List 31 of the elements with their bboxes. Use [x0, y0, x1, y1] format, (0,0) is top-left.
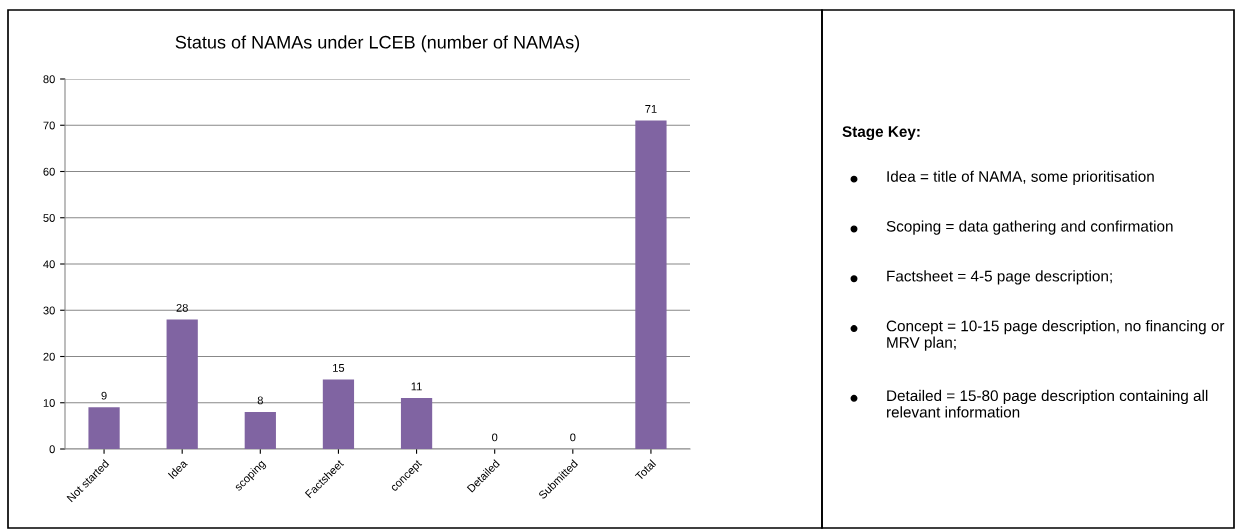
bar — [244, 412, 276, 449]
y-tick-label: 60 — [43, 167, 55, 176]
data-label: 15 — [333, 364, 345, 372]
text: Concept = 10-15 page description, no financing or MRV plan; — [886, 320, 1225, 351]
y-tick-label: 10 — [43, 399, 55, 407]
text: Idea = title of NAMA, some prioritisation — [887, 170, 1154, 185]
y-tick-label: 40 — [43, 260, 55, 269]
data-label: 9 — [101, 391, 107, 400]
data-label: 71 — [645, 105, 657, 113]
y-tick-label: 50 — [43, 214, 55, 222]
data-label: 11 — [411, 382, 422, 391]
chart-title: Status of NAMAs under LCEB (number of NAMAs) — [175, 35, 580, 53]
x-tick-label: Idea — [167, 458, 188, 480]
text: Stage Key: — [842, 126, 920, 141]
y-tick-label: 30 — [43, 306, 55, 315]
y-tick-label: 80 — [43, 75, 55, 84]
bar — [166, 319, 198, 449]
text: Detailed = 15-80 page description containing all relevant information — [887, 389, 1208, 418]
data-label: 8 — [257, 396, 263, 405]
text: Scoping = data gathering and confirmation — [886, 220, 1173, 235]
text: Factsheet = 4-5 page description; — [887, 270, 1112, 285]
bar — [88, 407, 120, 449]
data-label: 0 — [492, 433, 498, 442]
bar — [322, 379, 355, 449]
y-tick-label: 70 — [43, 121, 55, 130]
y-tick-label: 20 — [43, 352, 55, 361]
bar — [400, 398, 433, 449]
data-label: 28 — [176, 303, 188, 312]
bar — [635, 120, 667, 449]
data-label: 0 — [570, 433, 576, 442]
y-tick-label: 0 — [49, 445, 55, 454]
